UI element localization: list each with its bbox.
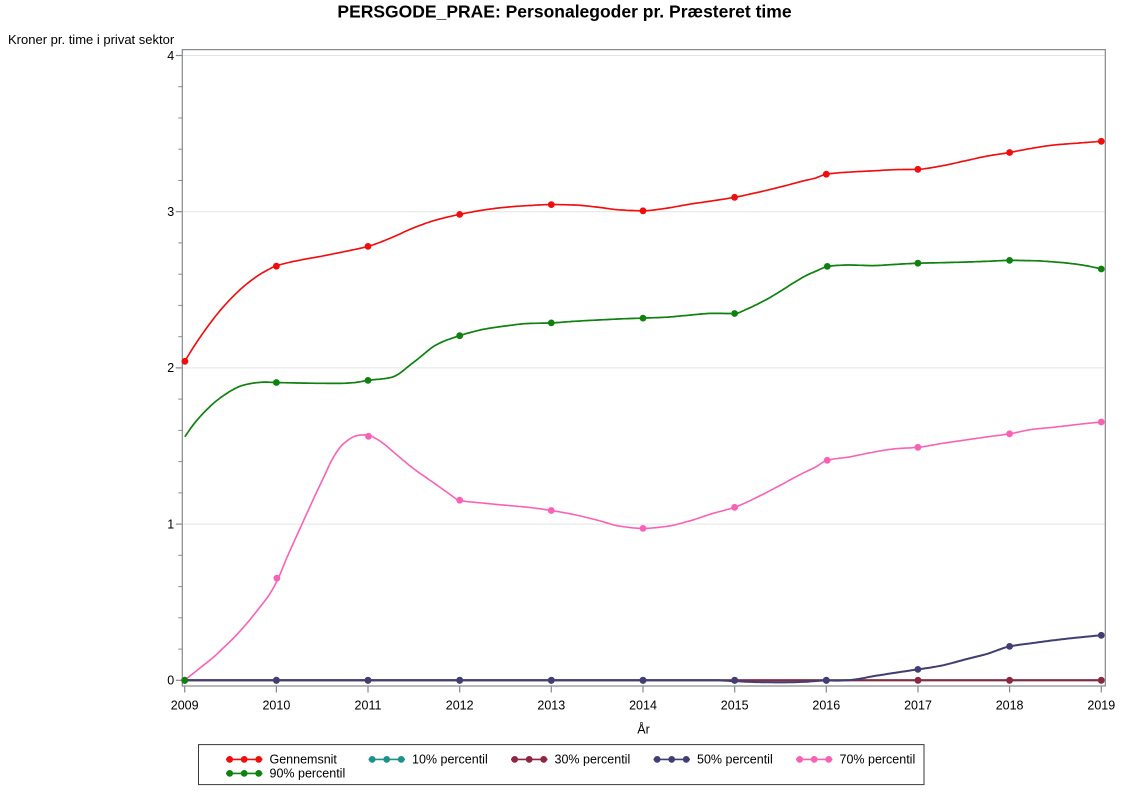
svg-text:90% percentil: 90% percentil <box>270 767 346 781</box>
svg-text:2018: 2018 <box>996 698 1024 712</box>
svg-text:2014: 2014 <box>629 698 657 712</box>
svg-text:PERSGODE_PRAE: Personalegoder: PERSGODE_PRAE: Personalegoder pr. Præste… <box>337 1 791 21</box>
svg-text:Kroner pr. time i privat sekto: Kroner pr. time i privat sektor <box>8 32 175 47</box>
svg-text:Gennemsnit: Gennemsnit <box>270 753 338 767</box>
svg-text:2010: 2010 <box>262 698 290 712</box>
svg-text:70% percentil: 70% percentil <box>840 753 916 767</box>
svg-text:1: 1 <box>167 517 174 531</box>
svg-text:10% percentil: 10% percentil <box>412 753 488 767</box>
svg-text:2015: 2015 <box>721 698 749 712</box>
svg-text:4: 4 <box>167 49 174 63</box>
svg-text:2: 2 <box>167 361 174 375</box>
svg-text:2013: 2013 <box>537 698 565 712</box>
svg-text:2016: 2016 <box>812 698 840 712</box>
svg-text:År: År <box>637 722 650 737</box>
svg-text:50% percentil: 50% percentil <box>697 753 773 767</box>
svg-text:2011: 2011 <box>355 698 382 712</box>
svg-text:2009: 2009 <box>171 698 199 712</box>
svg-text:0: 0 <box>167 674 174 688</box>
svg-text:30% percentil: 30% percentil <box>555 753 631 767</box>
svg-text:2019: 2019 <box>1087 698 1115 712</box>
svg-text:2012: 2012 <box>446 698 474 712</box>
svg-text:2017: 2017 <box>904 698 932 712</box>
svg-text:3: 3 <box>167 205 174 219</box>
